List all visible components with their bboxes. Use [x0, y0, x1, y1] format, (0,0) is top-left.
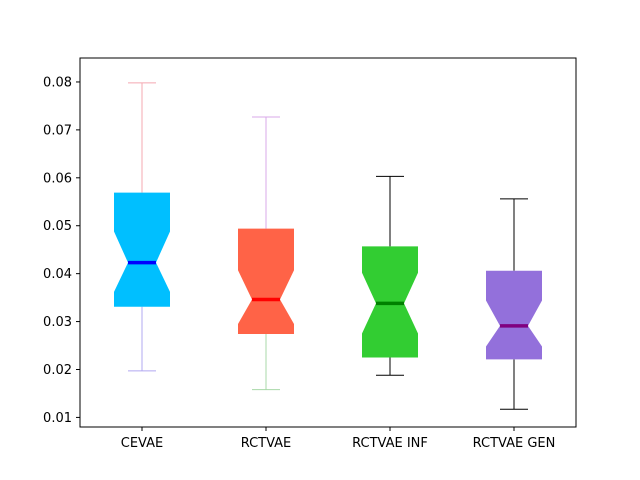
y-tick-label: 0.08: [43, 75, 72, 90]
y-tick-label: 0.05: [43, 219, 72, 234]
y-axis: 0.01 0.02 0.03 0.04 0.05 0.06 0.07 0.08: [43, 75, 80, 426]
x-tick-label: RCTVAE: [241, 436, 292, 451]
y-tick-label: 0.06: [43, 171, 72, 186]
box-group: [238, 116, 294, 391]
x-tick-label: RCTVAE INF: [352, 436, 428, 451]
y-tick-label: 0.02: [43, 363, 72, 378]
x-axis: CEVAE RCTVAE RCTVAE INF RCTVAE GEN: [121, 427, 556, 451]
y-tick-label: 0.01: [43, 411, 72, 426]
box-group: [362, 175, 418, 376]
notched-box: [238, 228, 294, 335]
x-tick-label: CEVAE: [121, 436, 163, 451]
box-group: [114, 82, 170, 372]
notched-box: [114, 192, 170, 307]
plot-area-frame: [79, 57, 577, 428]
notched-box: [486, 270, 542, 360]
box-group: [486, 198, 542, 410]
boxes-layer: [114, 82, 542, 410]
x-tick-label: RCTVAE GEN: [473, 436, 556, 451]
y-tick-label: 0.04: [43, 267, 72, 282]
y-tick-label: 0.03: [43, 315, 72, 330]
y-tick-label: 0.07: [43, 123, 72, 138]
